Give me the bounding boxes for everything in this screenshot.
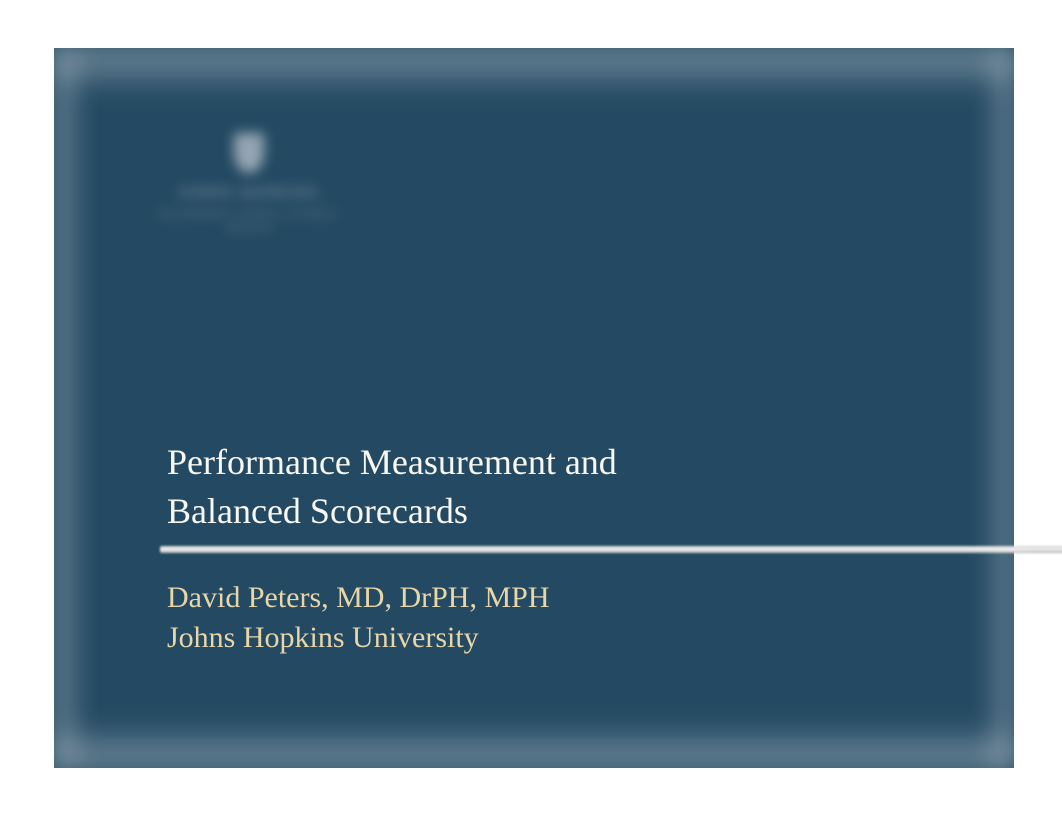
slide-container: JOHNS HOPKINS BLOOMBERG SCHOOL of PUBLIC… [54, 48, 1014, 768]
logo-text-main: JOHNS HOPKINS [149, 185, 349, 202]
horizontal-divider [160, 546, 1062, 553]
author-affiliation: Johns Hopkins University [167, 618, 479, 657]
institution-logo: JOHNS HOPKINS BLOOMBERG SCHOOL of PUBLIC… [149, 128, 349, 258]
slide-title: Performance Measurement and Balanced Sco… [167, 438, 617, 535]
logo-text-sub: BLOOMBERG SCHOOL of PUBLIC HEALTH [149, 208, 349, 236]
title-line-1: Performance Measurement and [167, 438, 617, 487]
title-line-2: Balanced Scorecards [167, 487, 617, 536]
shield-icon [234, 133, 264, 173]
author-name: David Peters, MD, DrPH, MPH [167, 578, 550, 617]
